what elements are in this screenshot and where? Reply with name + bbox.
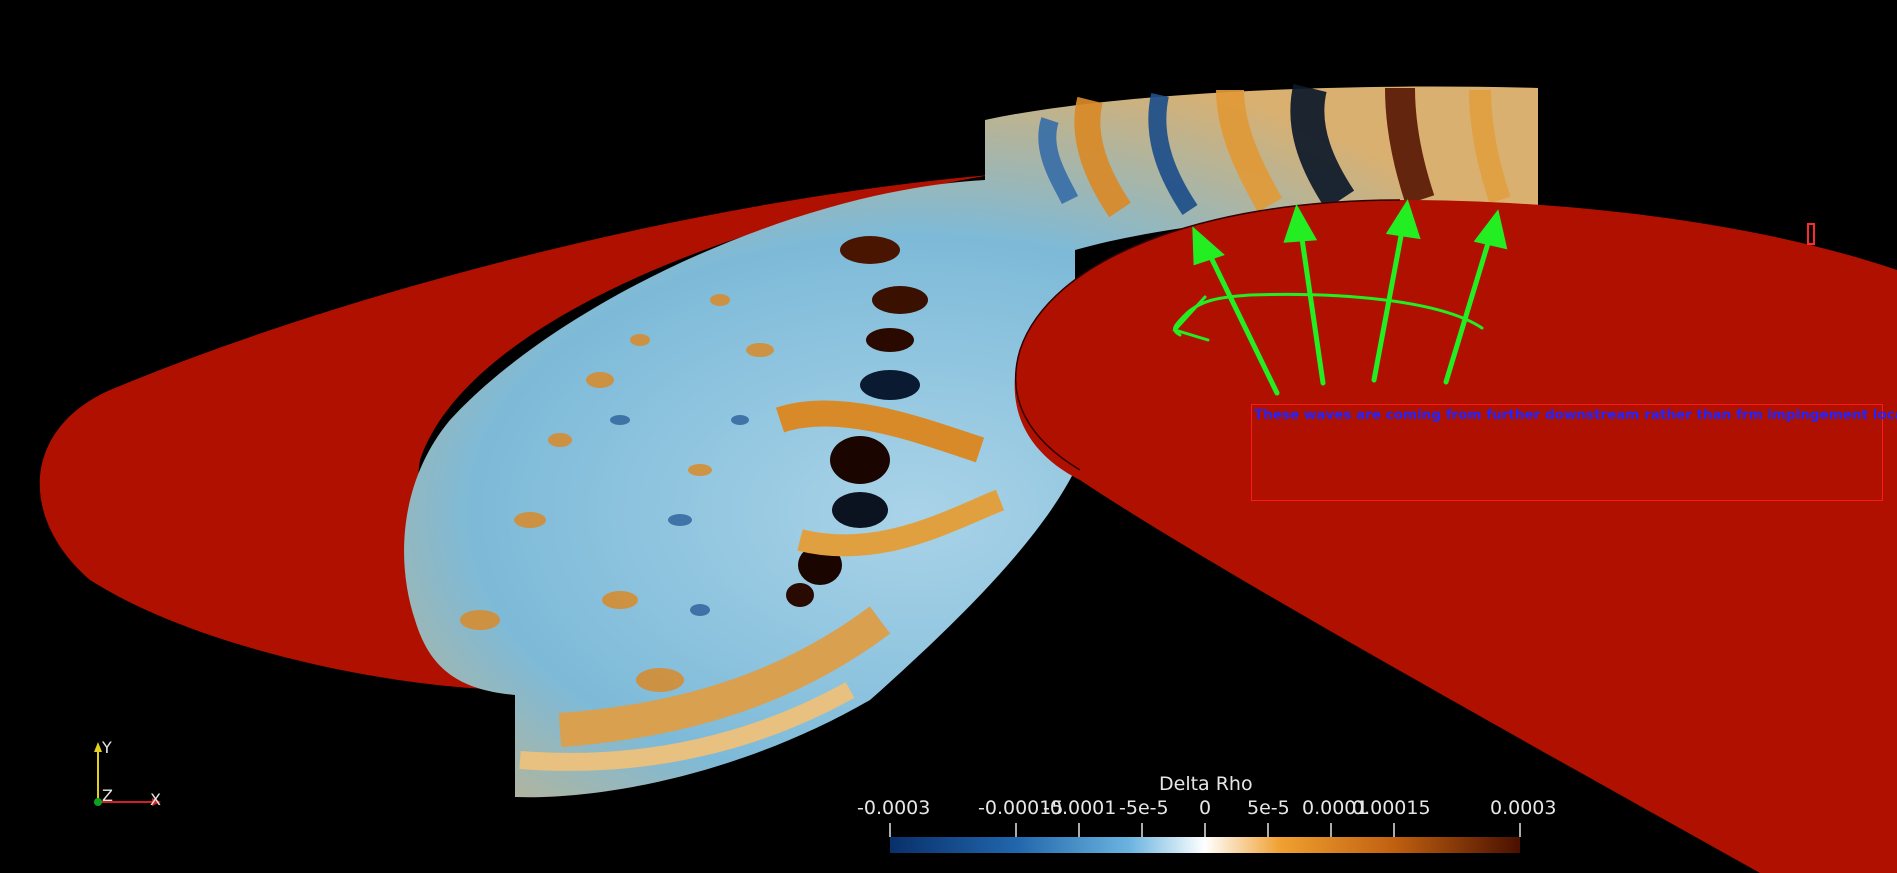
annotation-arrows xyxy=(1172,199,1508,396)
colorbar-tick-label: -0.0001 xyxy=(1043,797,1117,819)
colorbar xyxy=(889,823,1521,853)
colorbar-title: Delta Rho xyxy=(1159,773,1253,795)
annotation-box[interactable] xyxy=(1251,404,1883,501)
axis-z-label: Z xyxy=(102,786,113,805)
colorbar-tick-label: 0.00015 xyxy=(1352,797,1431,819)
marker-box xyxy=(1807,223,1815,245)
colorbar-tick-label: 0.0001 xyxy=(1302,797,1369,819)
axis-x-label: X xyxy=(150,790,161,809)
colorbar-tick-label: 0.0003 xyxy=(1490,797,1557,819)
axes-triad xyxy=(94,742,161,806)
axis-y-label: Y xyxy=(102,738,112,757)
colorbar-tick-label: 0 xyxy=(1199,797,1212,819)
colorbar-tick-label: -0.00015 xyxy=(978,797,1064,819)
annotation-text: These waves are coming from further down… xyxy=(1254,407,1897,423)
colorbar-tick-label: -5e-5 xyxy=(1119,797,1169,819)
left-surface xyxy=(39,175,990,690)
colorbar-tick-label: 5e-5 xyxy=(1247,797,1290,819)
right-surface xyxy=(1014,200,1897,873)
density-field xyxy=(404,84,1539,798)
colorbar-tick-label: -0.0003 xyxy=(857,797,931,819)
